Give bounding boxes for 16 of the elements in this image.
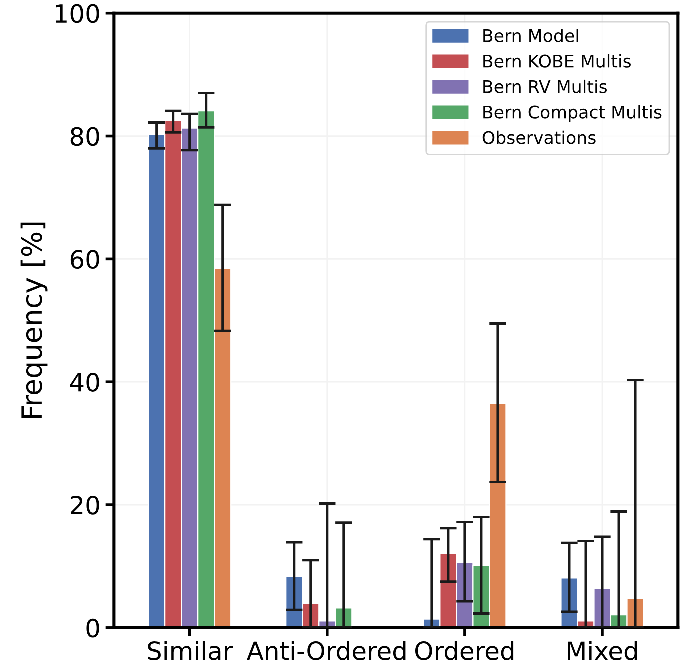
x-tick-label: Similar xyxy=(148,641,234,660)
y-axis-title: Frequency [%] xyxy=(20,222,48,418)
y-tick-label: 0 xyxy=(86,618,100,638)
y-tick-label: 20 xyxy=(71,496,100,515)
legend-label: Bern KOBE Multis xyxy=(484,54,631,68)
x-tick-label: Mixed xyxy=(568,641,638,660)
y-tick-label: 40 xyxy=(70,373,100,392)
y-tick-label: 80 xyxy=(70,127,100,146)
y-tick-label: 60 xyxy=(70,250,100,270)
legend-label: Bern Model xyxy=(484,28,578,42)
legend-label: Bern Compact Multis xyxy=(484,105,662,122)
legend-label: Bern RV Multis xyxy=(484,80,608,94)
x-tick-label: Ordered xyxy=(415,641,514,660)
y-tick-label: 100 xyxy=(56,4,100,24)
x-tick-label: Anti-Ordered xyxy=(247,641,406,660)
legend-label: Observations xyxy=(482,130,596,144)
